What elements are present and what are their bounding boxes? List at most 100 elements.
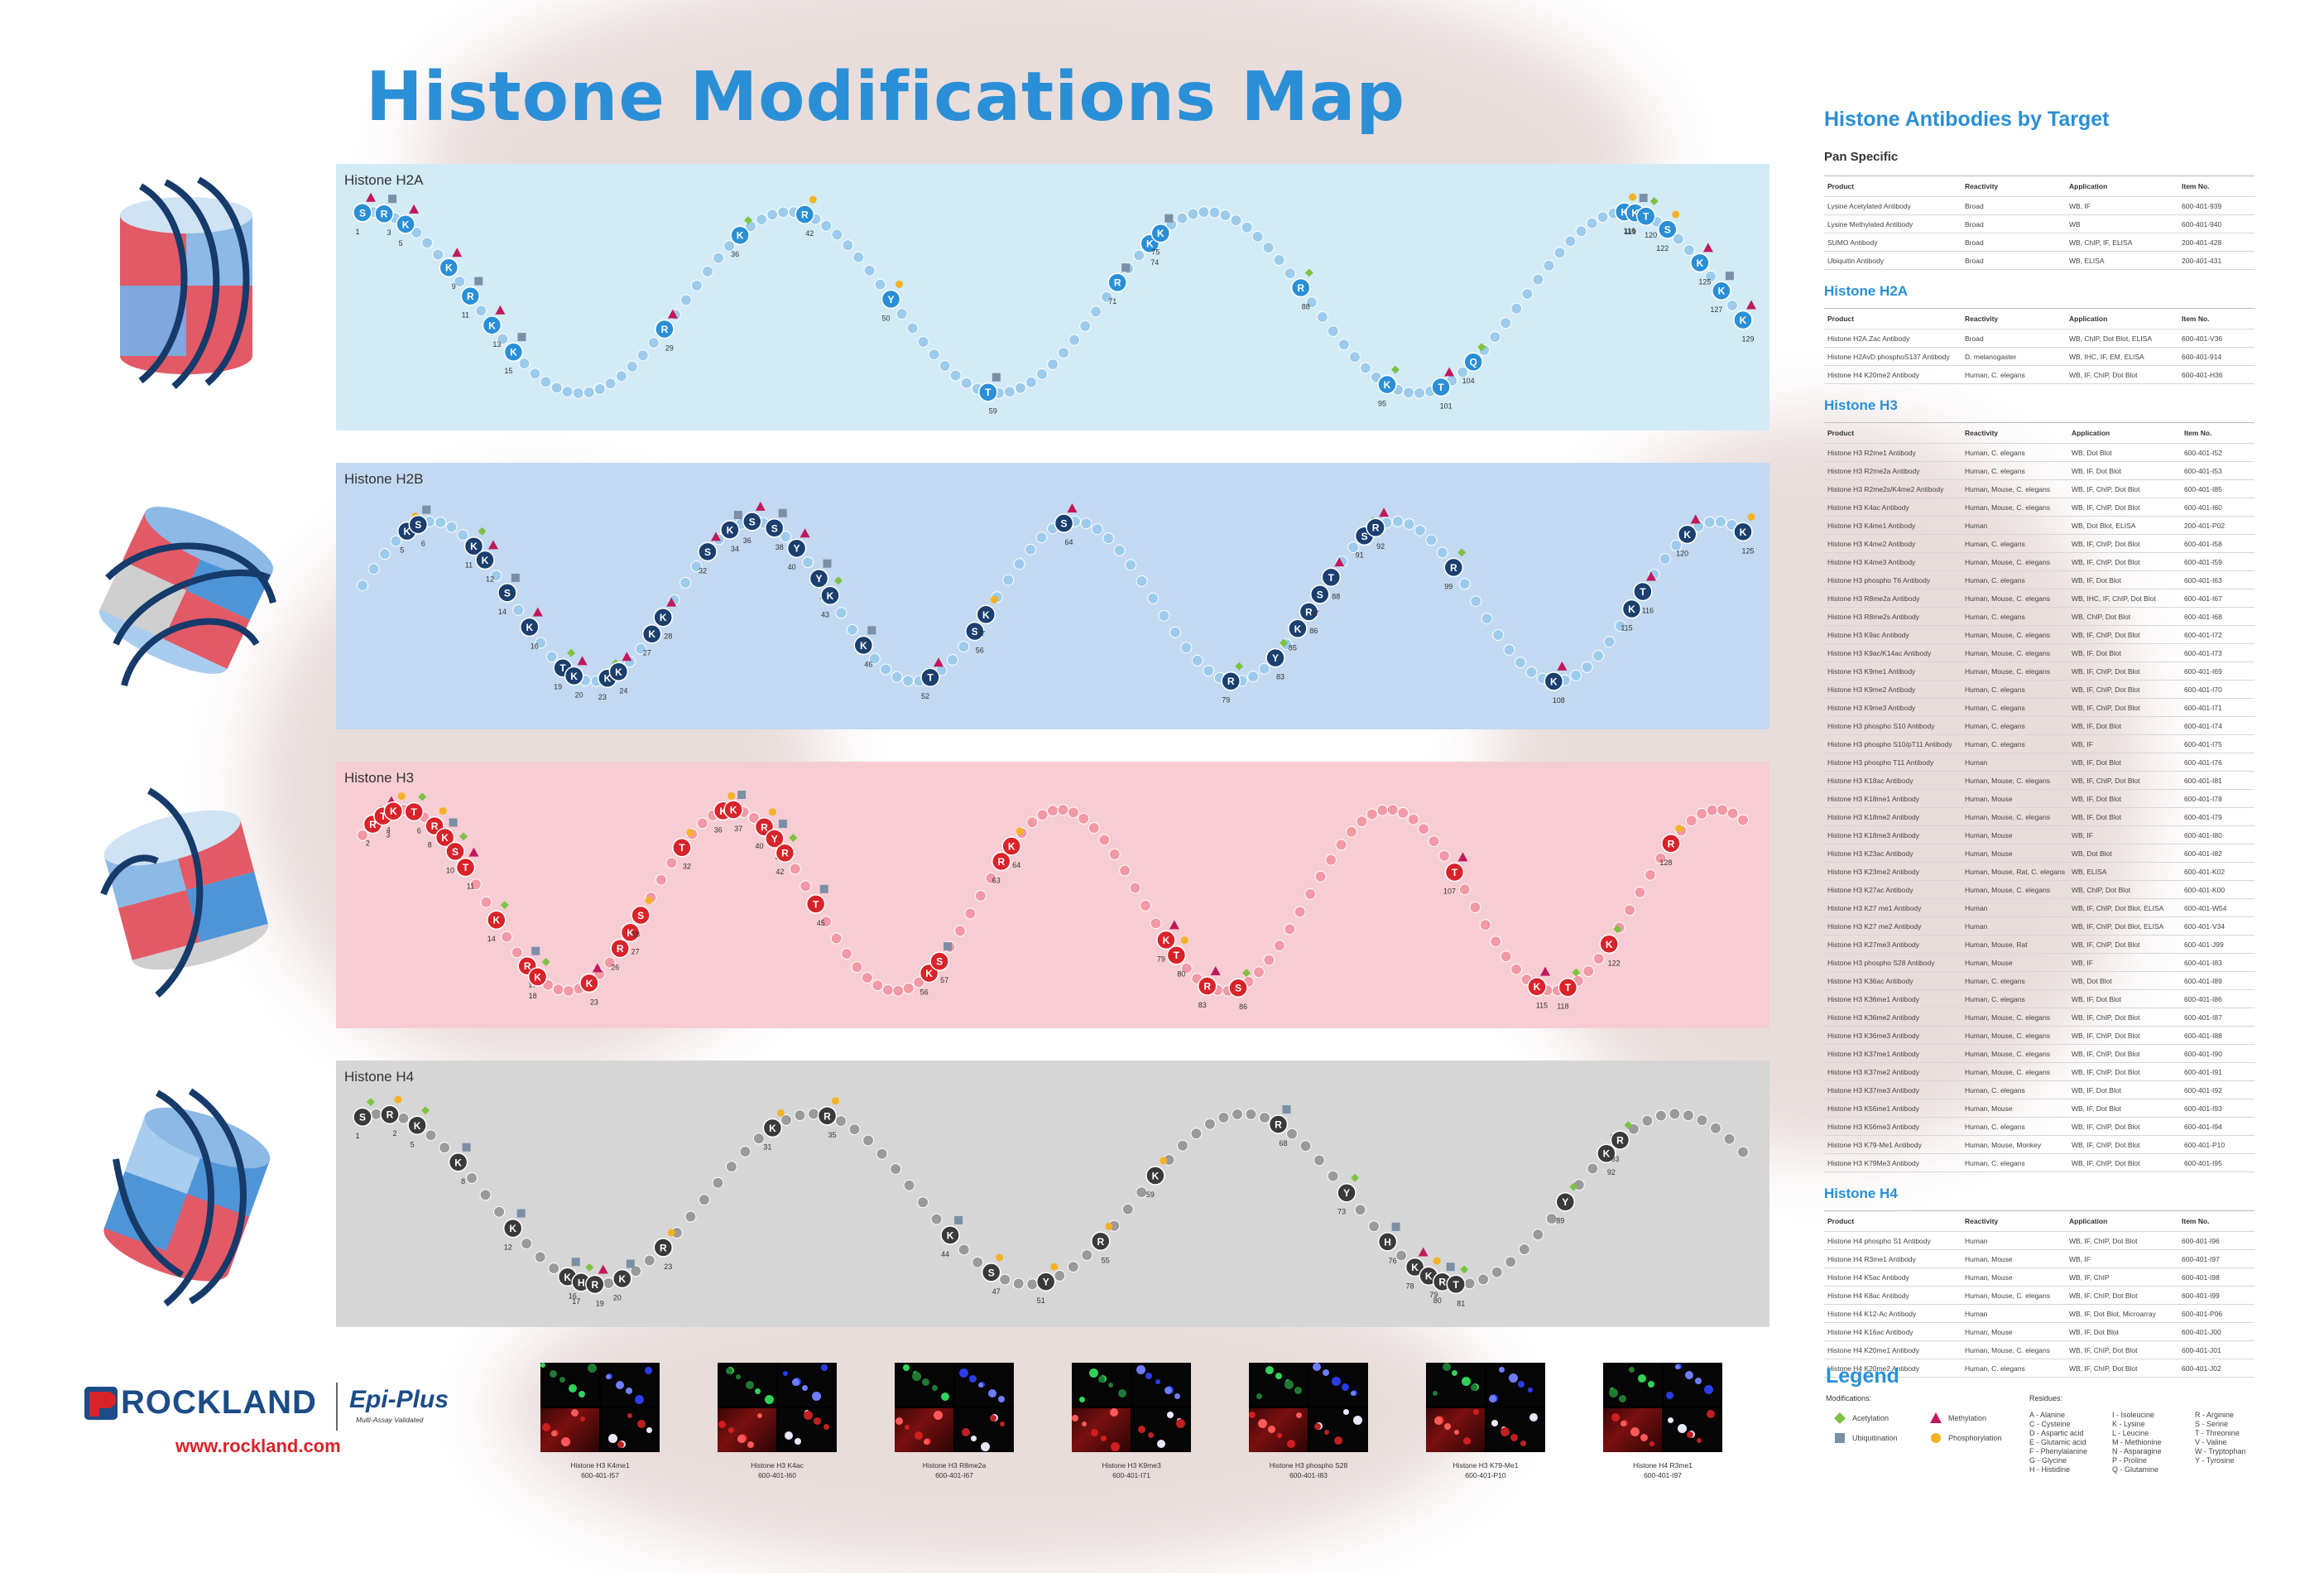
table-cell: 600-401-I79 bbox=[2180, 807, 2254, 826]
table-row[interactable]: Histone H3 K27 me1 Antibody Human WB, IF, … bbox=[1824, 898, 2254, 917]
residue-bead bbox=[872, 979, 884, 992]
modified-residue: R 83 bbox=[1197, 966, 1221, 1009]
table-cell: Histone H3 K36me2 Antibody bbox=[1824, 1008, 1961, 1027]
table-row[interactable]: Histone H4 K20me2 Antibody Human, C. eleg… bbox=[1824, 1359, 2254, 1378]
acetylation-icon bbox=[1572, 968, 1581, 977]
methylation-icon bbox=[487, 540, 498, 550]
table-row[interactable]: Histone H3 K37me1 Antibody Human, Mouse, … bbox=[1824, 1044, 2254, 1063]
table-row[interactable]: Histone H4 K12-Ac Antibody Human WB, IF, D… bbox=[1824, 1304, 2254, 1323]
residue-number: 116 bbox=[1642, 607, 1654, 615]
residue-bead bbox=[789, 863, 801, 875]
table-cell: Histone H3 K36ac Antibody bbox=[1824, 971, 1961, 990]
website-link[interactable]: www.rockland.com bbox=[175, 1436, 341, 1456]
table-row[interactable]: Histone H3 R2me2s/K4me2 Antibody Human, M… bbox=[1824, 479, 2254, 498]
table-cell: WB, ELISA bbox=[2067, 862, 2181, 881]
table-row[interactable]: SUMO Antibody Broad WB, ChIP, IF, ELISA 200… bbox=[1824, 233, 2254, 252]
table-row[interactable]: Histone H3 K9me2 Antibody Human, C. elega… bbox=[1824, 680, 2254, 699]
residue-bead bbox=[1510, 963, 1523, 975]
residue-bead bbox=[1458, 883, 1471, 896]
table-row[interactable]: Histone H4 R3me1 Antibody Human, Mouse WB,… bbox=[1824, 1249, 2254, 1268]
table-row[interactable]: Histone H3 K4ac Antibody Human, Mouse, C.… bbox=[1824, 498, 2254, 517]
table-row[interactable]: Histone H2A.Zac Antibody Broad WB, ChIP, D… bbox=[1824, 329, 2254, 348]
methylation-icon bbox=[532, 607, 543, 617]
table-row[interactable]: Histone H3 K4me1 Antibody Human WB, Dot Bl… bbox=[1824, 516, 2254, 535]
table-row[interactable]: Histone H3 phospho T11 Antibody Human WB, … bbox=[1824, 753, 2254, 772]
table-row[interactable]: Histone H4 K16ac Antibody Human, Mouse WB,… bbox=[1824, 1322, 2254, 1341]
table-row[interactable]: Histone H3 K27 me2 Antibody Human WB, IF, … bbox=[1824, 916, 2254, 936]
residue-number: 122 bbox=[1656, 244, 1669, 253]
table-row[interactable]: Histone H3 K36me1 Antibody Human, C. eleg… bbox=[1824, 989, 2254, 1008]
table-row[interactable]: Histone H3 K56me1 Antibody Human, Mouse WB… bbox=[1824, 1099, 2254, 1118]
table-row[interactable]: Lysine Methylated Antibody Broad WB 600-401… bbox=[1824, 214, 2254, 233]
table-cell: WB, ChIP, Dot Blot bbox=[2067, 607, 2181, 626]
column-header: Application bbox=[2067, 422, 2181, 444]
table-row[interactable]: Histone H3 K37me2 Antibody Human, Mouse, … bbox=[1824, 1062, 2254, 1081]
ubiquitination-icon bbox=[733, 511, 742, 520]
residue-bead bbox=[1176, 212, 1188, 224]
ubiquitination-icon bbox=[474, 277, 483, 286]
table-row[interactable]: Histone H3 K9me3 Antibody Human, C. elega… bbox=[1824, 698, 2254, 717]
table-row[interactable]: Histone H3 phospho T6 Antibody Human, C. … bbox=[1824, 570, 2254, 589]
table-row[interactable]: Ubiquitin Antibody Broad WB, ELISA 200-401-… bbox=[1824, 251, 2254, 270]
table-cell: 600-401-I89 bbox=[2180, 971, 2254, 990]
modified-residue: S 32 bbox=[698, 532, 721, 575]
phosphorylation-icon bbox=[1160, 1157, 1168, 1165]
residue-bead bbox=[1706, 804, 1718, 816]
table-row[interactable]: Histone H3 R2me2a Antibody Human, C. eleg… bbox=[1824, 461, 2254, 480]
table-row[interactable]: Histone H3 K37me3 Antibody Human, C. eleg… bbox=[1824, 1080, 2254, 1099]
table-row[interactable]: Histone H3 R2me1 Antibody Human, C. elega… bbox=[1824, 443, 2254, 462]
residue-bead bbox=[1169, 626, 1181, 638]
table-row[interactable]: Lysine Acetylated Antibody Broad WB, IF 600… bbox=[1824, 196, 2254, 215]
table-cell: WB, IF, ChIP bbox=[2066, 1268, 2178, 1287]
table-row[interactable]: Histone H3 K36me2 Antibody Human, Mouse, … bbox=[1824, 1008, 2254, 1027]
table-row[interactable]: Histone H3 K27me3 Antibody Human, Mouse, … bbox=[1824, 935, 2254, 954]
table-row[interactable]: Histone H3 phospho S10/pT11 Antibody Huma… bbox=[1824, 734, 2254, 753]
table-cell: 600-401-I91 bbox=[2180, 1062, 2254, 1081]
residue-number: 92 bbox=[1607, 1168, 1616, 1176]
table-row[interactable]: Histone H4 K20me2 Antibody Human, C. eleg… bbox=[1824, 365, 2254, 384]
table-row[interactable]: Histone H3 R8me2s Antibody Human, C. eleg… bbox=[1824, 607, 2254, 626]
table-row[interactable]: Histone H3 K18me3 Antibody Human, Mouse WB… bbox=[1824, 825, 2254, 844]
table-row[interactable]: Histone H3 K9me1 Antibody Human, Mouse, C… bbox=[1824, 661, 2254, 681]
residue-bead bbox=[868, 652, 881, 665]
micrograph-name: Histone H3 R8me2a bbox=[922, 1461, 987, 1470]
residue-number: 88 bbox=[1302, 303, 1310, 311]
table-row[interactable]: Histone H3 K36ac Antibody Human, C. elega… bbox=[1824, 971, 2254, 990]
column-header: Application bbox=[2066, 1210, 2178, 1232]
residue-letter: K bbox=[510, 347, 517, 358]
table-row[interactable]: Histone H4 phospho S1 Antibody Human WB, I… bbox=[1824, 1231, 2254, 1250]
modified-residue: S 38 bbox=[764, 508, 787, 551]
table-row[interactable]: Histone H3 K9ac/K14ac Antibody Human, Mou… bbox=[1824, 643, 2254, 662]
table-row[interactable]: Histone H3 K27ac Antibody Human, Mouse, C… bbox=[1824, 880, 2254, 899]
table-row[interactable]: Histone H4 K8ac Antibody Human, Mouse, C.… bbox=[1824, 1286, 2254, 1305]
table-row[interactable]: Histone H3 K23ac Antibody Human, Mouse WB,… bbox=[1824, 844, 2254, 863]
residue-number: 50 bbox=[881, 314, 890, 322]
table-row[interactable]: Histone H2AvD phosphoS137 Antibody D. mel… bbox=[1824, 347, 2254, 366]
cell-nucleus bbox=[978, 1383, 983, 1388]
modified-residue: R 71 bbox=[1107, 263, 1131, 305]
table-cell: Histone H3 K23me2 Antibody bbox=[1824, 862, 1961, 881]
table-row[interactable]: Histone H3 phospho S28 Antibody Human, Mo… bbox=[1824, 953, 2254, 972]
table-row[interactable]: Histone H3 K4me3 Antibody Human, Mouse, C… bbox=[1824, 552, 2254, 571]
table-row[interactable]: Histone H4 K5ac Antibody Human, Mouse WB, … bbox=[1824, 1268, 2254, 1287]
cell-nucleus bbox=[1256, 1393, 1262, 1399]
residue-bead bbox=[896, 308, 908, 320]
table-row[interactable]: Histone H3 K36me3 Antibody Human, Mouse, … bbox=[1824, 1026, 2254, 1045]
table-row[interactable]: Histone H3 K79Me3 Antibody Human, C. eleg… bbox=[1824, 1153, 2254, 1172]
table-row[interactable]: Histone H3 phospho S10 Antibody Human, C.… bbox=[1824, 716, 2254, 735]
table-row[interactable]: Histone H3 K79-Me1 Antibody Human, Mouse,… bbox=[1824, 1135, 2254, 1154]
residue-circle bbox=[655, 319, 675, 339]
table-row[interactable]: Histone H4 K20me1 Antibody Human, Mouse, … bbox=[1824, 1340, 2254, 1359]
residue-letter: S bbox=[359, 207, 366, 219]
residue-number: 15 bbox=[504, 367, 512, 375]
table-row[interactable]: Histone H3 K18ac Antibody Human, Mouse, C… bbox=[1824, 771, 2254, 790]
table-row[interactable]: Histone H3 R8me2a Antibody Human, Mouse, … bbox=[1824, 589, 2254, 608]
table-row[interactable]: Histone H3 K18me2 Antibody Human, Mouse, … bbox=[1824, 807, 2254, 826]
table-row[interactable]: Histone H3 K9ac Antibody Human, Mouse, C.… bbox=[1824, 625, 2254, 644]
residue-bead bbox=[457, 529, 469, 541]
table-row[interactable]: Histone H3 K18me1 Antibody Human, Mouse WB… bbox=[1824, 789, 2254, 808]
table-row[interactable]: Histone H3 K23me2 Antibody Human, Mouse, … bbox=[1824, 862, 2254, 881]
table-cell: WB, IF, Dot Blot bbox=[2066, 1322, 2178, 1341]
table-row[interactable]: Histone H3 K56me3 Antibody Human, C. eleg… bbox=[1824, 1117, 2254, 1136]
table-row[interactable]: Histone H3 K4me2 Antibody Human, C. elega… bbox=[1824, 534, 2254, 553]
